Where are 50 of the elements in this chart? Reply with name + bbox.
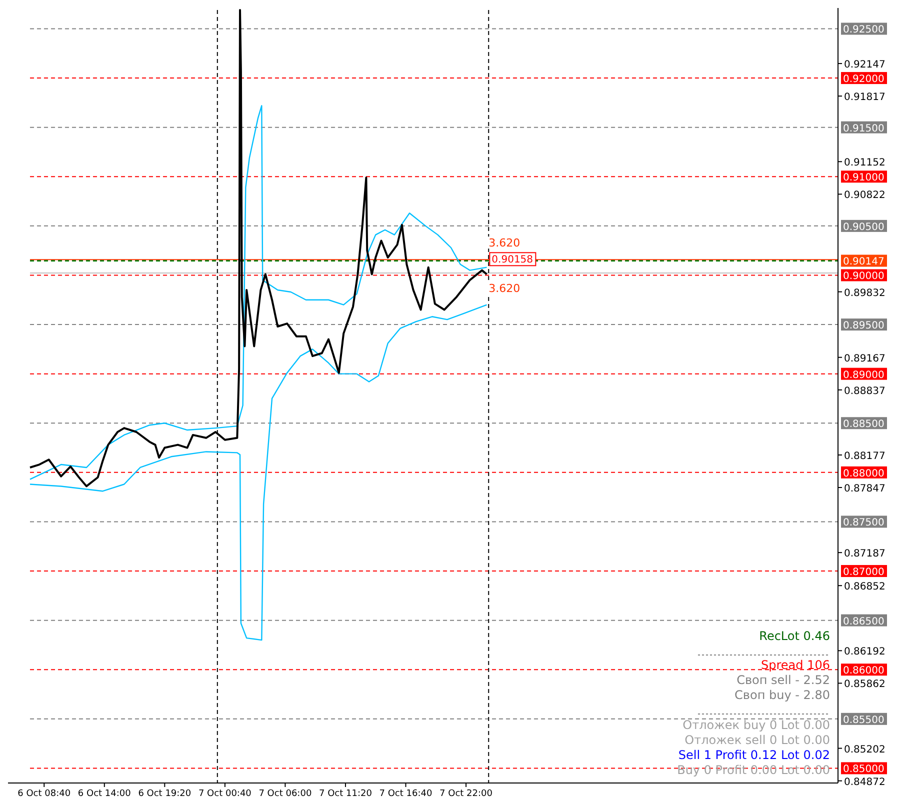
ref-line-label: 0.87500 (843, 518, 884, 529)
y-tick-label: 0.86852 (844, 582, 886, 593)
annotation: 3.620 (488, 236, 520, 250)
ref-line-label: 0.90147 (843, 256, 884, 268)
y-tick-label: 0.91152 (844, 158, 886, 169)
ref-line-label: 0.85500 (843, 714, 884, 726)
y-tick-label: 0.90822 (844, 190, 886, 202)
x-tick-label: 7 Oct 00:40 (198, 789, 252, 799)
ref-line-label: 0.89500 (843, 320, 884, 332)
x-tick-label: 7 Oct 06:00 (258, 789, 312, 799)
y-tick-label: 0.89167 (844, 353, 886, 364)
annotation: Spread 106 (761, 658, 830, 672)
x-tick-label: 7 Oct 16:40 (379, 789, 432, 799)
ref-line-label: 0.90000 (843, 271, 884, 282)
annotation: Sell 1 Profit 0.12 Lot 0.02 (678, 748, 830, 762)
y-tick-label: 0.88177 (844, 450, 886, 462)
annotation: RecLot 0.46 (759, 629, 830, 643)
ref-line-label: 0.90500 (843, 222, 884, 233)
x-tick-label: 7 Oct 11:20 (319, 789, 372, 799)
x-tick-label: 6 Oct 08:40 (18, 789, 71, 799)
y-tick-label: 0.84872 (844, 776, 886, 788)
ref-line-label: 0.92500 (843, 24, 884, 36)
y-tick-label: 0.86192 (844, 646, 886, 658)
y-tick-label: 0.92147 (844, 60, 886, 71)
y-tick-label: 0.85202 (844, 744, 886, 756)
ref-line-label: 0.85000 (843, 764, 884, 776)
ref-line-label: 0.88500 (843, 419, 884, 430)
y-tick-label: 0.87187 (844, 548, 886, 560)
annotation: 3.620 (488, 282, 520, 296)
ref-line-label: 0.89000 (843, 370, 884, 381)
y-tick-label: 0.87847 (844, 484, 886, 495)
y-tick-label: 0.85862 (844, 679, 886, 690)
x-tick-label: 6 Oct 14:00 (78, 789, 132, 799)
ref-line-label: 0.92000 (843, 74, 884, 86)
ref-line-label: 0.86000 (843, 666, 884, 677)
annotation: 0.90158 (492, 254, 534, 266)
ref-line-label: 0.87000 (843, 567, 884, 578)
y-tick-label: 0.89832 (844, 288, 886, 299)
x-tick-label: 6 Oct 19:20 (138, 789, 192, 799)
annotation: Отложек sell 0 Lot 0.00 (684, 733, 830, 747)
annotation: Отложек buy 0 Lot 0.00 (682, 718, 830, 732)
y-tick-label: 0.91817 (844, 92, 886, 104)
ref-line-label: 0.86500 (843, 616, 884, 628)
annotation: Своп buy - 2.80 (734, 688, 830, 702)
x-tick-label: 7 Oct 22:00 (440, 789, 493, 799)
annotation: Своп sell - 2.52 (736, 673, 830, 687)
ref-line-label: 0.88000 (843, 468, 884, 480)
ref-line-label: 0.91000 (843, 172, 884, 184)
y-tick-label: 0.88837 (844, 386, 886, 397)
ref-line-label: 0.91500 (843, 123, 884, 134)
